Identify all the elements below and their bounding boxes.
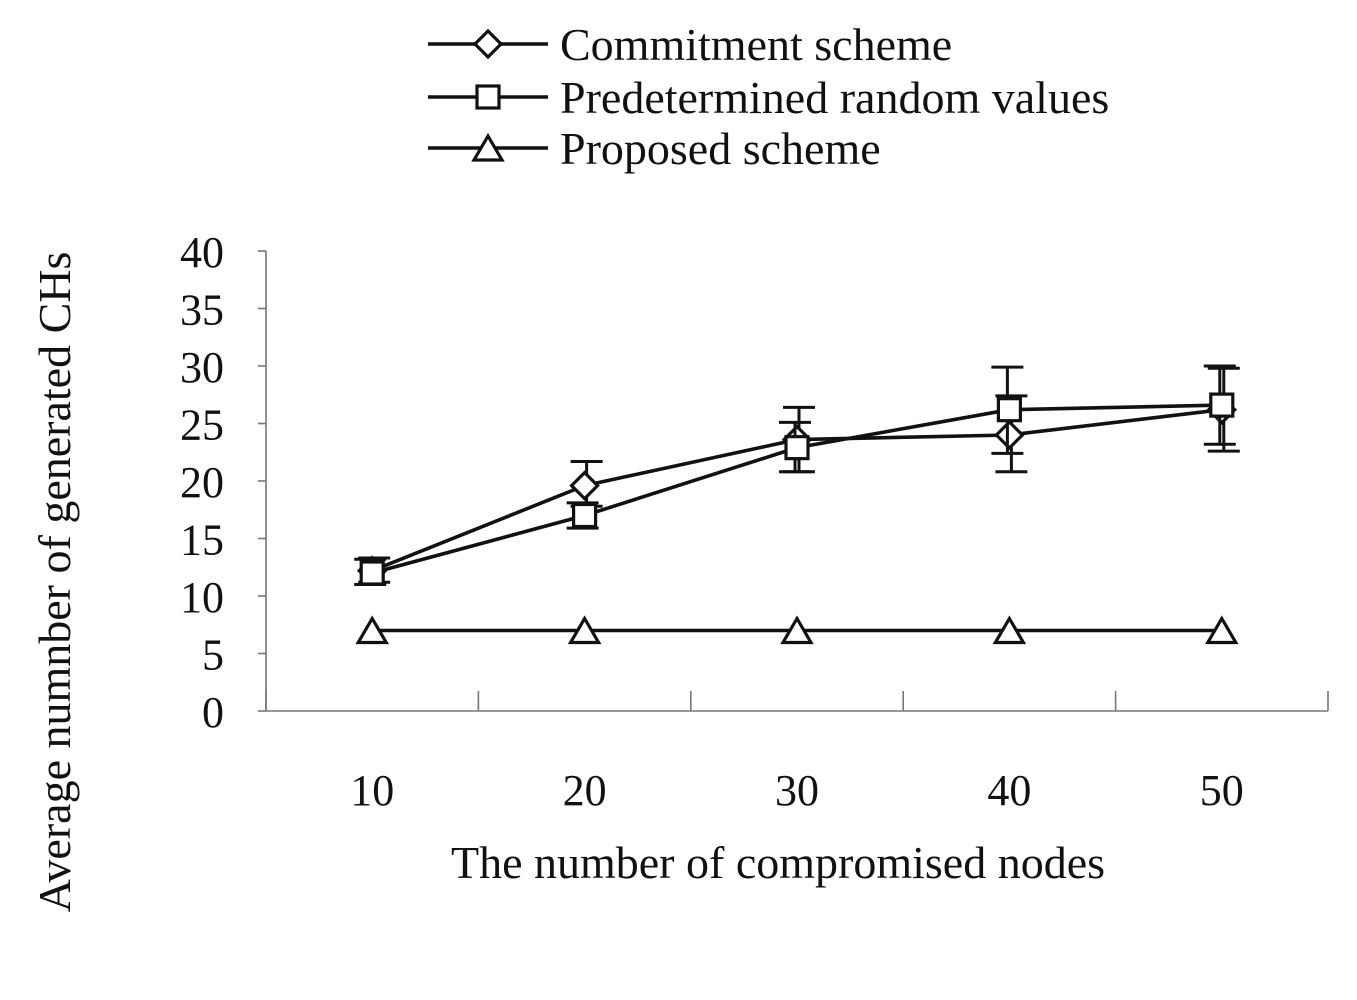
series-triangle [355, 615, 1239, 645]
data-point-square [996, 397, 1023, 423]
series-diamond [356, 366, 1240, 586]
data-point-square [784, 435, 810, 461]
y-tick-label: 5 [202, 631, 224, 680]
legend-label: Predetermined random values [560, 72, 1109, 123]
data-point-square [359, 560, 385, 586]
legend-item-square: Predetermined random values [428, 72, 1109, 123]
y-tick-label: 20 [180, 458, 224, 507]
x-tick-label: 50 [1200, 766, 1244, 815]
x-tick-label: 40 [987, 766, 1031, 815]
data-point-diamond [569, 470, 600, 501]
data-point-diamond [994, 419, 1025, 451]
data-point-triangle [780, 615, 814, 645]
legend-label: Proposed scheme [560, 123, 881, 174]
legend-label: Commitment scheme [560, 19, 952, 70]
legend-item-diamond: Commitment scheme [428, 19, 952, 70]
axes [258, 250, 1329, 712]
legend-marker-square [475, 84, 501, 110]
data-point-square [1209, 392, 1235, 418]
y-axis-title: Average numnber of generated CHs [29, 252, 80, 913]
data-point-triangle [355, 615, 389, 645]
data-point-triangle [567, 615, 602, 645]
y-tick-label: 40 [180, 228, 224, 277]
y-tick-label: 15 [180, 516, 224, 565]
y-tick-label: 35 [180, 286, 224, 335]
legend-marker-triangle [471, 132, 505, 162]
data-point-triangle [992, 615, 1027, 645]
legend-marker-diamond [472, 28, 504, 60]
y-tick-label: 25 [180, 401, 224, 450]
x-tick-label: 20 [563, 766, 607, 815]
y-tick-label: 30 [180, 343, 224, 392]
series-square [354, 364, 1236, 586]
x-axis-title: The number of compromised nodes [451, 837, 1105, 888]
legend-item-triangle: Proposed scheme [428, 123, 881, 174]
data-point-square [571, 502, 598, 529]
tick-labels: 0 5 10 15 20 25 30 35 40 10 20 30 40 50 [180, 228, 1244, 815]
y-tick-label: 0 [202, 688, 224, 737]
data-point-triangle [1205, 615, 1239, 645]
series-group [354, 364, 1240, 645]
x-tick-label: 30 [775, 766, 819, 815]
y-tick-label: 10 [180, 573, 224, 622]
x-tick-label: 10 [350, 766, 394, 815]
